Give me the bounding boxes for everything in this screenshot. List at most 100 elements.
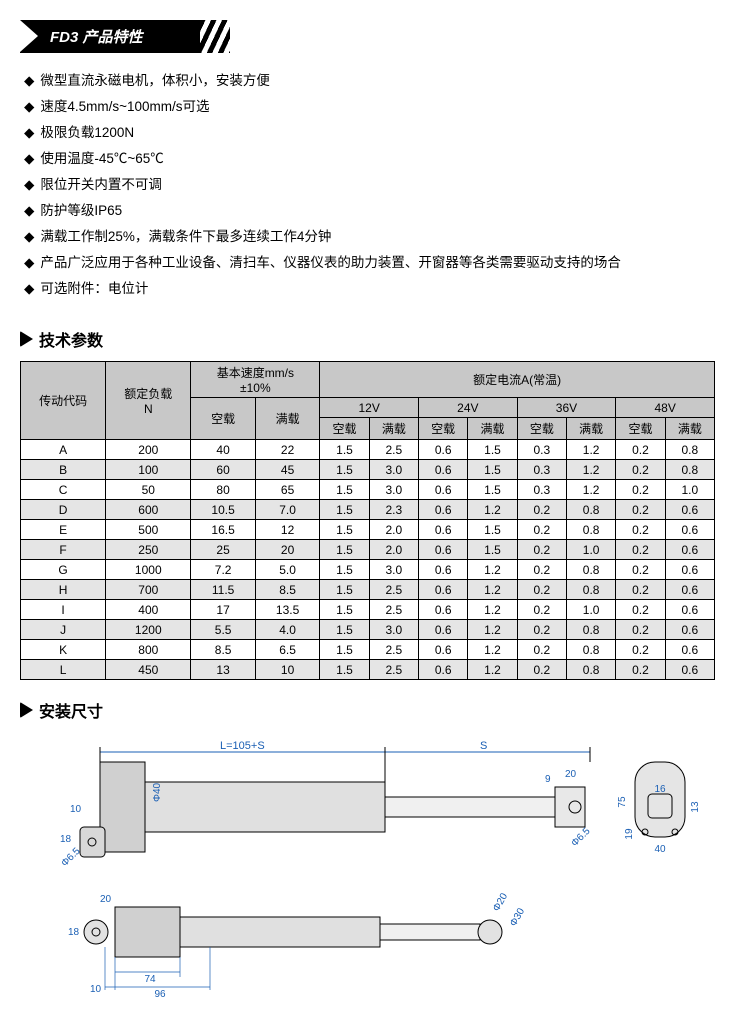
table-cell: 2.5 [369, 600, 418, 620]
table-cell: 13 [191, 660, 255, 680]
table-cell: 5.0 [255, 560, 320, 580]
table-cell: 0.6 [419, 500, 468, 520]
table-cell: 0.6 [419, 480, 468, 500]
table-cell: H [21, 580, 106, 600]
dim-75: 75 [617, 796, 628, 808]
table-cell: 0.6 [665, 660, 714, 680]
dim-16: 16 [654, 784, 666, 795]
table-cell: 1.5 [320, 480, 369, 500]
section-title-params-text: 技术参数 [39, 327, 103, 351]
table-row: A20040221.52.50.61.50.31.20.20.8 [21, 440, 715, 460]
table-cell: 600 [106, 500, 191, 520]
table-cell: 0.8 [566, 640, 615, 660]
table-cell: 0.6 [419, 640, 468, 660]
table-cell: E [21, 520, 106, 540]
table-cell: 1.5 [468, 440, 517, 460]
table-cell: 250 [106, 540, 191, 560]
table-cell: 1.5 [320, 600, 369, 620]
v24-noload: 空载 [419, 418, 468, 440]
feature-item: 微型直流永磁电机，体积小，安装方便 [20, 68, 715, 94]
table-cell: 3.0 [369, 480, 418, 500]
table-cell: 0.6 [419, 660, 468, 680]
table-cell: 0.6 [665, 600, 714, 620]
dim-t20: 20 [565, 769, 577, 780]
table-cell: 0.2 [517, 660, 566, 680]
dim-9: 9 [545, 774, 551, 785]
table-row: J12005.54.01.53.00.61.20.20.80.20.6 [21, 620, 715, 640]
dim-L: L=105+S [220, 740, 265, 752]
table-row: I4001713.51.52.50.61.20.21.00.20.6 [21, 600, 715, 620]
table-cell: 40 [191, 440, 255, 460]
table-row: F25025201.52.00.61.50.21.00.20.6 [21, 540, 715, 560]
table-cell: 7.2 [191, 560, 255, 580]
table-cell: 4.0 [255, 620, 320, 640]
table-cell: 0.2 [616, 640, 665, 660]
table-cell: 1.2 [468, 620, 517, 640]
table-cell: 2.0 [369, 520, 418, 540]
table-row: K8008.56.51.52.50.61.20.20.80.20.6 [21, 640, 715, 660]
v48-noload: 空载 [616, 418, 665, 440]
v36-noload: 空载 [517, 418, 566, 440]
table-row: L45013101.52.50.61.20.20.80.20.6 [21, 660, 715, 680]
table-cell: 1.2 [566, 440, 615, 460]
table-cell: 1.5 [320, 440, 369, 460]
col-basic-speed: 基本速度mm/s±10% [191, 362, 320, 398]
table-cell: 1.2 [468, 580, 517, 600]
table-cell: 1.5 [320, 580, 369, 600]
volt-36: 36V [517, 398, 616, 418]
table-cell: 0.2 [616, 480, 665, 500]
table-cell: B [21, 460, 106, 480]
feature-item: 防护等级IP65 [20, 198, 715, 224]
table-cell: 0.2 [517, 600, 566, 620]
table-cell: 0.8 [566, 560, 615, 580]
dim-20: 20 [100, 894, 112, 905]
table-cell: 1.2 [566, 460, 615, 480]
table-cell: 0.6 [665, 580, 714, 600]
dim-10a: 10 [70, 804, 82, 815]
feature-item: 速度4.5mm/s~100mm/s可选 [20, 94, 715, 120]
table-cell: I [21, 600, 106, 620]
table-cell: 65 [255, 480, 320, 500]
table-cell: 0.6 [665, 520, 714, 540]
dim-96: 96 [154, 989, 166, 1000]
col-rated-current: 额定电流A(常温) [320, 362, 715, 398]
dim-phi65: Φ6.5 [59, 846, 83, 870]
table-cell: 0.2 [616, 560, 665, 580]
table-cell: 1.5 [320, 660, 369, 680]
col-rated-load: 额定负载N [106, 362, 191, 440]
table-cell: 1.0 [566, 600, 615, 620]
table-cell: 0.6 [419, 620, 468, 640]
feature-item: 限位开关内置不可调 [20, 172, 715, 198]
table-row: G10007.25.01.53.00.61.20.20.80.20.6 [21, 560, 715, 580]
table-cell: 0.6 [665, 620, 714, 640]
table-cell: 0.8 [566, 500, 615, 520]
table-cell: 0.8 [665, 440, 714, 460]
table-cell: D [21, 500, 106, 520]
table-cell: 20 [255, 540, 320, 560]
table-cell: 0.2 [616, 600, 665, 620]
table-cell: C [21, 480, 106, 500]
v24-full: 满载 [468, 418, 517, 440]
table-cell: 10 [255, 660, 320, 680]
dim-phi30: Φ30 [508, 906, 527, 928]
table-cell: 1.0 [566, 540, 615, 560]
table-cell: 0.2 [517, 560, 566, 580]
dim-10b: 10 [90, 984, 102, 995]
volt-12: 12V [320, 398, 419, 418]
table-cell: 1.5 [320, 520, 369, 540]
dim-19: 19 [624, 828, 635, 840]
table-cell: 7.0 [255, 500, 320, 520]
table-cell: 2.5 [369, 440, 418, 460]
table-row: B10060451.53.00.61.50.31.20.20.8 [21, 460, 715, 480]
section-title-dims-text: 安装尺寸 [39, 698, 103, 722]
table-cell: 45 [255, 460, 320, 480]
table-cell: L [21, 660, 106, 680]
table-cell: 0.2 [616, 520, 665, 540]
table-cell: 3.0 [369, 460, 418, 480]
table-cell: 1.5 [320, 460, 369, 480]
table-cell: 10.5 [191, 500, 255, 520]
table-cell: 22 [255, 440, 320, 460]
table-cell: 5.5 [191, 620, 255, 640]
table-cell: 1.2 [468, 560, 517, 580]
table-cell: 2.0 [369, 540, 418, 560]
